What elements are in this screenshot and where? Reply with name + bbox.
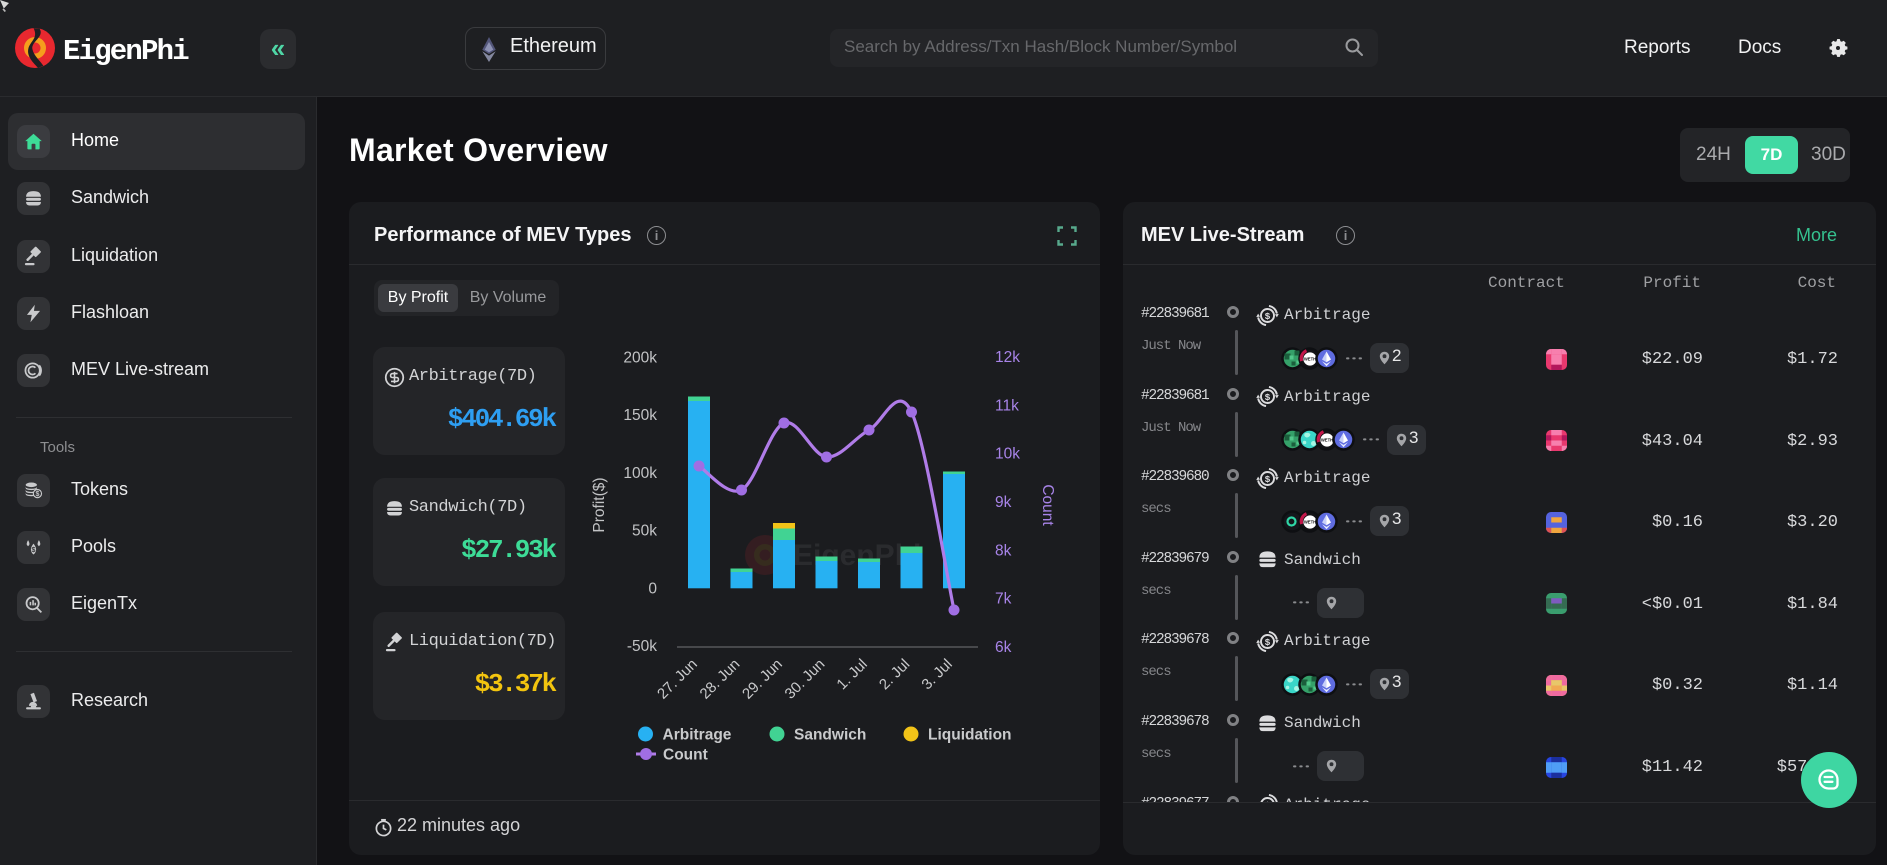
svg-text:30. Jun: 30. Jun <box>782 656 829 703</box>
svg-text:3. Jul: 3. Jul <box>918 656 955 693</box>
svg-text:Count: Count <box>1039 484 1056 526</box>
svg-text:$: $ <box>35 491 39 498</box>
svg-text:EigenPhi: EigenPhi <box>793 539 921 572</box>
svg-text:WETH: WETH <box>1304 519 1316 524</box>
svg-text:29. Jun: 29. Jun <box>739 656 786 703</box>
svg-text:0: 0 <box>648 580 657 597</box>
svg-text:8k: 8k <box>995 542 1012 559</box>
svg-text:$: $ <box>1265 310 1271 321</box>
svg-text:28. Jun: 28. Jun <box>697 656 744 703</box>
svg-text:50k: 50k <box>632 523 657 540</box>
svg-text:100k: 100k <box>623 465 657 482</box>
svg-text:WETH: WETH <box>1321 438 1333 443</box>
svg-text:$: $ <box>32 547 36 554</box>
svg-text:9k: 9k <box>995 494 1012 511</box>
svg-text:WETH: WETH <box>1304 356 1316 361</box>
svg-text:$: $ <box>1265 637 1271 648</box>
svg-text:200k: 200k <box>623 349 657 366</box>
svg-text:2. Jul: 2. Jul <box>876 656 913 693</box>
svg-text:150k: 150k <box>623 407 657 424</box>
svg-text:7k: 7k <box>995 591 1012 608</box>
svg-text:1. Jul: 1. Jul <box>833 656 870 693</box>
svg-text:-50k: -50k <box>627 638 657 655</box>
svg-text:Liquidation: Liquidation <box>928 727 1012 744</box>
svg-text:6k: 6k <box>995 639 1012 656</box>
svg-text:27. Jun: 27. Jun <box>654 656 701 703</box>
svg-text:$: $ <box>1265 474 1271 485</box>
svg-text:Sandwich: Sandwich <box>794 727 866 744</box>
svg-text:11k: 11k <box>995 397 1019 414</box>
svg-text:$: $ <box>1265 800 1271 802</box>
svg-text:Arbitrage: Arbitrage <box>663 727 732 744</box>
svg-text:Profit($): Profit($) <box>591 477 608 532</box>
svg-text:12k: 12k <box>995 349 1020 366</box>
svg-text:$: $ <box>1265 392 1271 403</box>
svg-text:Count: Count <box>663 747 708 764</box>
svg-text:10k: 10k <box>995 446 1020 463</box>
